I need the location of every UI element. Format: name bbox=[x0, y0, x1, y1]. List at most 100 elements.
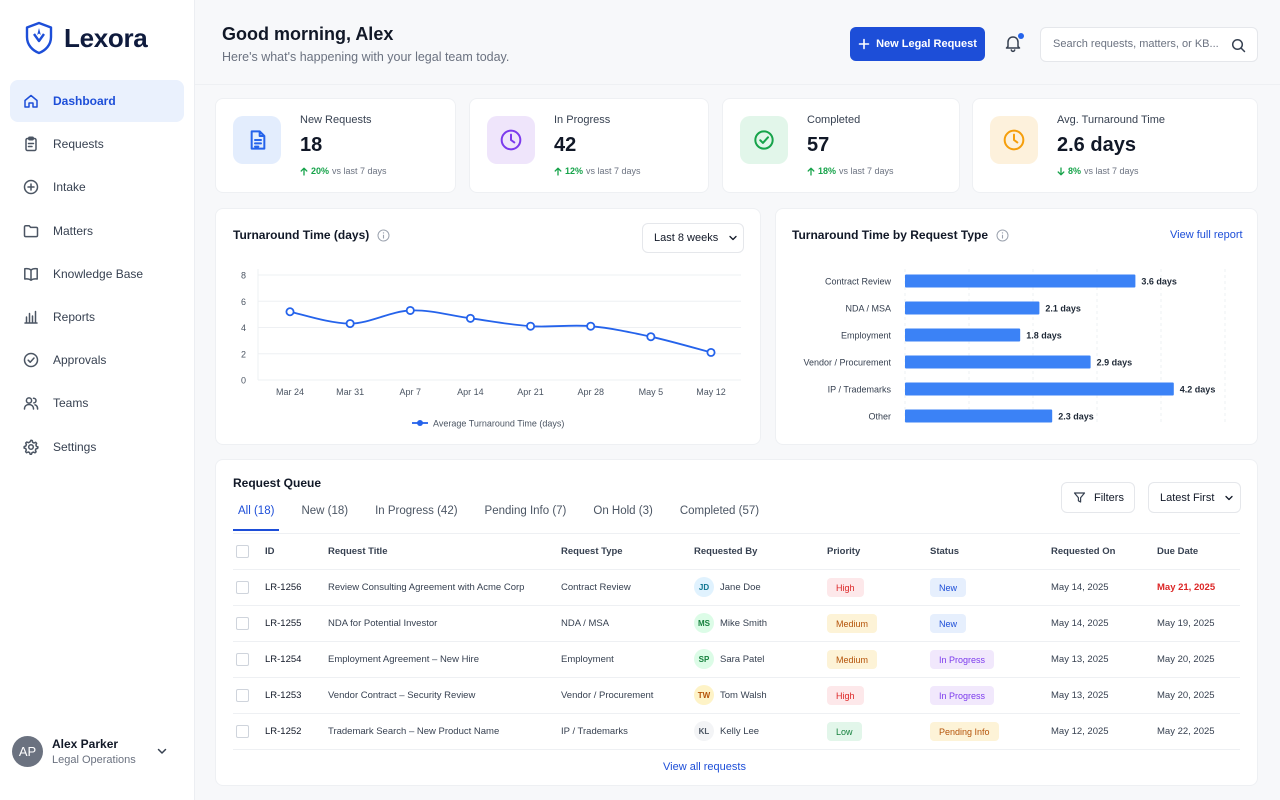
arrow-down-icon bbox=[1057, 166, 1065, 176]
tab-on-hold[interactable]: On Hold (3) bbox=[593, 505, 653, 517]
tab-pending-info[interactable]: Pending Info (7) bbox=[484, 505, 567, 517]
sidebar-item-reports[interactable]: Reports bbox=[10, 296, 184, 338]
table-row[interactable]: LR-1254 Employment Agreement – New Hire … bbox=[233, 641, 1240, 677]
sidebar-item-requests[interactable]: Requests bbox=[10, 123, 184, 165]
kpi-change-suffix: vs last 7 days bbox=[586, 166, 641, 176]
line-chart: 0 2 4 6 8 Mar 24 Mar 31 Apr 7 Apr 14 Apr 21 Apr 28… bbox=[241, 269, 741, 429]
new-legal-request-label: New Legal Request bbox=[876, 38, 977, 50]
row-checkbox[interactable] bbox=[236, 581, 249, 594]
data-point bbox=[526, 321, 536, 331]
request-title[interactable]: NDA for Potential Investor bbox=[328, 618, 438, 629]
sidebar-item-dashboard[interactable]: Dashboard bbox=[10, 80, 184, 122]
kpi-change-percent: 8% bbox=[1068, 166, 1082, 176]
arrow-up-icon bbox=[554, 167, 562, 176]
select-all-checkbox[interactable] bbox=[236, 545, 249, 558]
kpi-change-percent: 12% bbox=[565, 166, 584, 176]
request-title[interactable]: Review Consulting Agreement with Acme Co… bbox=[328, 582, 525, 593]
bar-category-label: NDA / MSA bbox=[845, 304, 891, 314]
kpi-label: New Requests bbox=[300, 114, 372, 126]
priority-badge: Low bbox=[827, 722, 862, 741]
tab-in-progress[interactable]: In Progress (42) bbox=[375, 505, 458, 517]
bar-value-label: 3.6 days bbox=[1141, 277, 1177, 287]
kpi-card-avg-turnaround-time[interactable]: Avg. Turnaround Time 2.6 days 8% vs last… bbox=[972, 98, 1258, 193]
view-all-requests-link[interactable]: View all requests bbox=[663, 761, 746, 773]
row-checkbox[interactable] bbox=[236, 725, 249, 738]
page-title: Good morning, Alex bbox=[222, 24, 394, 44]
sidebar-item-settings[interactable]: Settings bbox=[10, 426, 184, 468]
request-id[interactable]: LR-1256 bbox=[265, 582, 302, 593]
column-header: Requested By bbox=[694, 546, 758, 557]
home-icon bbox=[22, 92, 40, 110]
sidebar-item-knowledge-base[interactable]: Knowledge Base bbox=[10, 253, 184, 295]
sort-dropdown[interactable]: Latest First bbox=[1148, 482, 1241, 513]
user-profile[interactable]: AP Alex Parker Legal Operations bbox=[12, 736, 184, 767]
arrow-up-icon bbox=[807, 167, 815, 176]
date-range-dropdown[interactable]: Last 8 weeks bbox=[642, 223, 744, 253]
new-legal-request-button[interactable]: New Legal Request bbox=[850, 27, 985, 61]
status-badge: New bbox=[930, 578, 967, 597]
table-row[interactable]: LR-1253 Vendor Contract – Security Revie… bbox=[233, 677, 1240, 713]
avatar: TW bbox=[694, 685, 714, 705]
request-title[interactable]: Vendor Contract – Security Review bbox=[328, 690, 476, 701]
filters-button[interactable]: Filters bbox=[1061, 482, 1135, 513]
tab-completed[interactable]: Completed (57) bbox=[679, 505, 760, 517]
request-id[interactable]: LR-1255 bbox=[265, 618, 302, 629]
data-point bbox=[405, 305, 415, 315]
info-icon[interactable] bbox=[377, 229, 390, 242]
data-point bbox=[586, 321, 596, 331]
chevron-down-icon[interactable] bbox=[156, 745, 168, 757]
info-icon[interactable] bbox=[996, 229, 1009, 242]
sidebar-item-intake[interactable]: Intake bbox=[10, 166, 184, 208]
search-icon[interactable] bbox=[1231, 38, 1246, 53]
sidebar-item-label: Dashboard bbox=[53, 94, 116, 108]
kpi-card-new-requests[interactable]: New Requests 18 20% vs last 7 days bbox=[215, 98, 456, 193]
kpi-card-in-progress[interactable]: In Progress 42 12% vs last 7 days bbox=[469, 98, 709, 193]
tab-new[interactable]: New (18) bbox=[301, 505, 349, 517]
row-checkbox[interactable] bbox=[236, 689, 249, 702]
table-row[interactable]: LR-1252 Trademark Search – New Product N… bbox=[233, 713, 1240, 749]
avatar: JD bbox=[694, 577, 714, 597]
request-id[interactable]: LR-1252 bbox=[265, 726, 302, 737]
bar-category-label: Employment bbox=[841, 331, 892, 341]
view-full-report-link[interactable]: View full report bbox=[1170, 229, 1243, 241]
request-type-title: Turnaround Time by Request Type bbox=[792, 228, 1009, 242]
request-id[interactable]: LR-1253 bbox=[265, 690, 302, 701]
search-box[interactable] bbox=[1040, 27, 1258, 62]
notification-dot bbox=[1018, 33, 1024, 39]
sidebar-item-label: Reports bbox=[53, 309, 96, 324]
request-type-card: Turnaround Time by Request Type View ful… bbox=[775, 208, 1258, 445]
brand-logo[interactable]: Lexora bbox=[24, 21, 148, 55]
kpi-card-completed[interactable]: Completed 57 18% vs last 7 days bbox=[722, 98, 960, 193]
data-point bbox=[345, 319, 355, 329]
request-id[interactable]: LR-1254 bbox=[265, 654, 302, 665]
bar-category-label: Vendor / Procurement bbox=[803, 358, 891, 368]
kpi-change-suffix: vs last 7 days bbox=[332, 166, 387, 176]
kpi-label: In Progress bbox=[554, 114, 611, 126]
sidebar-item-label: Intake bbox=[53, 180, 86, 195]
tab-all[interactable]: All (18) bbox=[233, 505, 280, 531]
request-title[interactable]: Trademark Search – New Product Name bbox=[328, 726, 500, 737]
clock-icon bbox=[990, 116, 1038, 164]
sidebar-item-approvals[interactable]: Approvals bbox=[10, 339, 184, 381]
tabs-divider bbox=[233, 533, 1240, 534]
search-input[interactable] bbox=[1053, 38, 1223, 50]
requested-by: Tom Walsh bbox=[720, 690, 767, 701]
table-row[interactable]: LR-1255 NDA for Potential Investor NDA /… bbox=[233, 605, 1240, 641]
avatar: MS bbox=[694, 613, 714, 633]
header-divider bbox=[195, 84, 1280, 85]
table-row[interactable]: LR-1256 Review Consulting Agreement with… bbox=[233, 569, 1240, 605]
row-checkbox[interactable] bbox=[236, 653, 249, 666]
kpi-value: 18 bbox=[300, 134, 323, 156]
bar-value-label: 1.8 days bbox=[1026, 331, 1062, 341]
y-tick-label: 6 bbox=[241, 297, 246, 307]
requested-on: May 13, 2025 bbox=[1051, 654, 1109, 665]
request-title[interactable]: Employment Agreement – New Hire bbox=[328, 654, 480, 665]
bar bbox=[905, 301, 1040, 315]
x-tick-label: May 12 bbox=[696, 387, 726, 397]
sidebar-item-matters[interactable]: Matters bbox=[10, 210, 184, 252]
bell-icon[interactable] bbox=[1003, 33, 1023, 53]
row-checkbox[interactable] bbox=[236, 617, 249, 630]
bar-value-label: 2.1 days bbox=[1045, 304, 1081, 314]
sidebar-item-teams[interactable]: Teams bbox=[10, 382, 184, 424]
bar bbox=[905, 382, 1174, 396]
